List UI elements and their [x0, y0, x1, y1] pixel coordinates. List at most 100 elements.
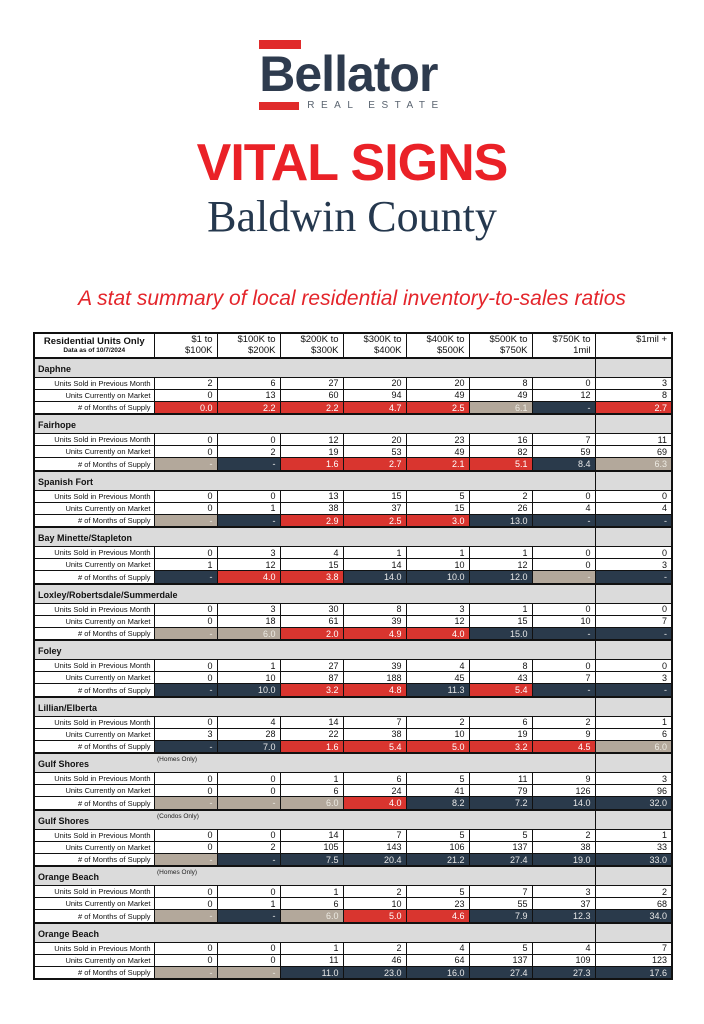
supply-cell: -	[216, 796, 281, 811]
table-row: Units Sold in Previous Month 0 0 1 2 4 5 4 7	[33, 941, 673, 955]
units-market-cell: 10	[531, 614, 596, 628]
table-row: Units Currently on Market 0 10 87 188 45 43 7 3	[33, 671, 673, 685]
supply-cell: 21.2	[405, 852, 470, 867]
units-market-cell: 55	[468, 897, 533, 911]
supply-cell: 3.8	[279, 570, 344, 585]
section-header: Orange Beach (Homes Only)	[33, 865, 596, 887]
supply-cell: 3.2	[468, 739, 533, 754]
supply-cell: -	[594, 683, 673, 698]
units-market-cell: 3	[153, 727, 218, 741]
table-row: # of Months of Supply - -7.5 20.4 21.2 27.4 19…	[33, 852, 673, 868]
section-header: Gulf Shores (Condos Only)	[33, 808, 596, 830]
row-label: # of Months of Supply	[33, 796, 155, 811]
supply-cell: 4.6	[405, 909, 470, 924]
section-header: Lillian/Elberta	[33, 695, 596, 717]
units-market-cell: 22	[279, 727, 344, 741]
units-market-cell: 64	[405, 953, 470, 967]
section-name: Gulf Shores	[38, 815, 90, 826]
table-row: Units Sold in Previous Month 2 6 27 20 20 8 0 3	[33, 376, 673, 390]
units-market-cell: 61	[279, 614, 344, 628]
units-market-cell: 69	[594, 445, 673, 459]
section-name: Orange Beach	[38, 872, 100, 883]
section-header: Gulf Shores (Homes Only)	[33, 752, 596, 774]
supply-cell: 6.1	[468, 400, 533, 415]
row-label: Units Sold in Previous Month	[33, 489, 155, 503]
report-subtitle: Baldwin County	[207, 192, 497, 241]
price-range-line1: $300K to	[363, 334, 402, 346]
data-as-of-date: Data as of 10/7/2024	[63, 347, 126, 355]
units-sold-cell: 20	[405, 376, 470, 390]
units-market-cell: 28	[216, 727, 281, 741]
supply-cell: 19.0	[531, 852, 596, 867]
supply-cell: 27.4	[468, 852, 533, 867]
units-sold-cell: 0	[153, 715, 218, 729]
supply-cell: 10.0	[405, 570, 470, 585]
units-sold-cell: 7	[342, 715, 407, 729]
units-sold-cell: 6	[342, 772, 407, 786]
section-band-lastcol	[594, 865, 673, 887]
table-row: # of Months of Supply - -2.9 2.5 3.0 13.0- -	[33, 513, 673, 529]
units-sold-cell: 1	[342, 546, 407, 560]
table-row: # of Months of Supply 0.0 2.2 2.2 4.7 2.5 6.1-…	[33, 400, 673, 416]
table-row: Units Currently on Market 0 1 38 37 15 26 4 4	[33, 501, 673, 515]
units-sold-cell: 8	[468, 376, 533, 390]
units-sold-cell: 1	[468, 546, 533, 560]
units-market-cell: 0	[531, 558, 596, 572]
units-sold-cell: 7	[531, 433, 596, 447]
supply-cell: 17.6	[594, 965, 673, 980]
section-header: Daphne	[33, 356, 596, 378]
units-market-cell: 12	[531, 388, 596, 402]
units-market-cell: 10	[342, 897, 407, 911]
supply-cell: 12.3	[531, 909, 596, 924]
units-sold-cell: 5	[405, 885, 470, 899]
row-label: Units Sold in Previous Month	[33, 885, 155, 899]
units-sold-cell: 30	[279, 602, 344, 616]
supply-cell: 1.6	[279, 457, 344, 472]
units-market-cell: 94	[342, 388, 407, 402]
units-market-cell: 49	[468, 388, 533, 402]
units-market-cell: 3	[594, 558, 673, 572]
units-sold-cell: 14	[279, 828, 344, 842]
supply-cell: 2.7	[342, 457, 407, 472]
table-row: Units Sold in Previous Month 0 0 13 15 5 2 0 0	[33, 489, 673, 503]
supply-cell: 11.3	[405, 683, 470, 698]
units-market-cell: 49	[405, 445, 470, 459]
units-market-cell: 79	[468, 784, 533, 798]
units-sold-cell: 0	[153, 602, 218, 616]
units-sold-cell: 7	[594, 941, 673, 955]
units-market-cell: 18	[216, 614, 281, 628]
row-label: Units Currently on Market	[33, 784, 155, 798]
table-row: Units Currently on Market 0 2 19 53 49 82 59 69	[33, 445, 673, 459]
section-band-lastcol	[594, 808, 673, 830]
section-band-lastcol	[594, 469, 673, 491]
supply-cell: 34.0	[594, 909, 673, 924]
units-sold-cell: 1	[468, 602, 533, 616]
price-range-line2: $200K	[248, 345, 276, 357]
section-name: Gulf Shores	[38, 759, 90, 770]
units-market-cell: 0	[153, 840, 218, 854]
supply-cell: 4.0	[342, 796, 407, 811]
units-market-cell: 0	[153, 671, 218, 685]
supply-cell: 12.0	[468, 570, 533, 585]
supply-cell: 16.0	[405, 965, 470, 980]
supply-cell: -	[594, 570, 673, 585]
units-market-cell: 96	[594, 784, 673, 798]
section-subtitle: (Homes Only)	[157, 756, 198, 764]
supply-cell: 6.0	[594, 739, 673, 754]
logo-subline: REAL ESTATE	[259, 100, 444, 111]
price-range-line1: $1mil +	[636, 334, 667, 346]
price-column-header: $500K to $750K	[468, 332, 533, 359]
supply-cell: 4.9	[342, 626, 407, 641]
units-sold-cell: 0	[594, 602, 673, 616]
units-market-cell: 3	[594, 671, 673, 685]
supply-cell: 27.3	[531, 965, 596, 980]
units-sold-cell: 23	[405, 433, 470, 447]
units-market-cell: 12	[405, 614, 470, 628]
price-range-line2	[596, 345, 667, 356]
section-band-row: Fairhope	[33, 413, 673, 435]
table-row: # of Months of Supply -4.0 3.8 14.0 10.0 12.0…	[33, 570, 673, 585]
section-header: Orange Beach	[33, 921, 596, 943]
row-label: Units Currently on Market	[33, 727, 155, 741]
units-market-cell: 0	[153, 445, 218, 459]
units-sold-cell: 12	[279, 433, 344, 447]
